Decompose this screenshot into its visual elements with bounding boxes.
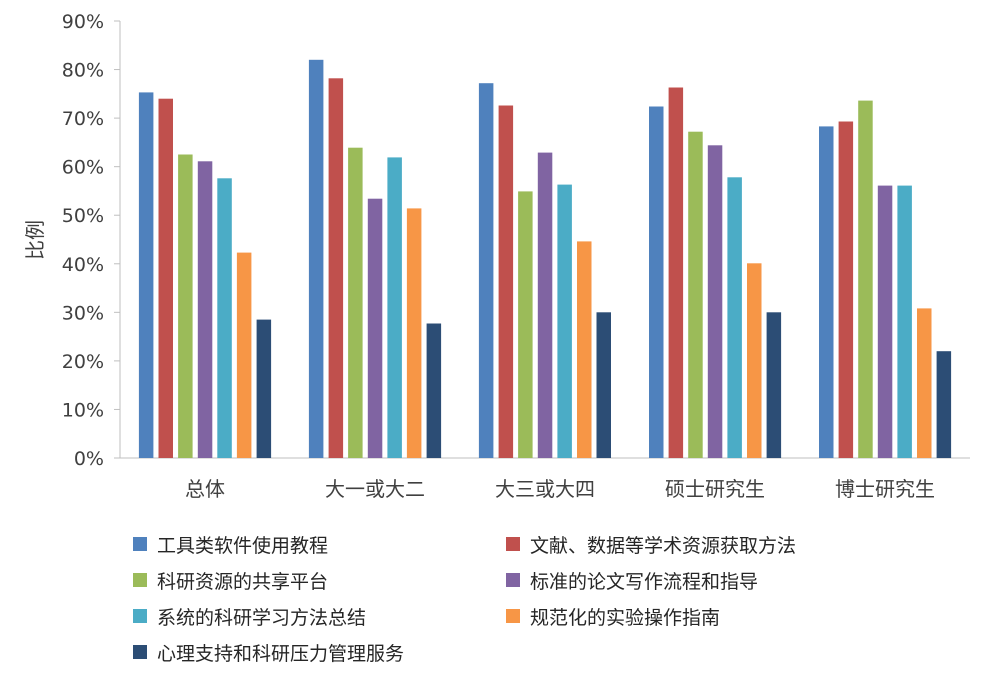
legend-swatch <box>506 537 520 551</box>
bar <box>819 126 834 459</box>
bar <box>649 106 664 458</box>
bars <box>138 59 952 459</box>
bar <box>406 208 422 458</box>
bar <box>367 198 383 458</box>
bar <box>256 319 272 458</box>
y-tick-label: 50% <box>62 205 104 227</box>
bar <box>537 152 553 458</box>
bar <box>707 145 723 459</box>
bar <box>577 241 592 458</box>
bar <box>917 308 932 458</box>
legend-item: 系统的科研学习方法总结 <box>133 602 366 630</box>
legend-item: 心理支持和科研压力管理服务 <box>133 638 404 666</box>
bar <box>688 131 703 458</box>
legend: 工具类软件使用教程 文献、数据等学术资源获取方法科研资源的共享平台 标准的论文写作流… <box>133 530 953 675</box>
y-tick-label: 30% <box>62 302 104 324</box>
bar <box>557 184 572 458</box>
x-tick-label: 大三或大四 <box>495 477 595 501</box>
legend-item: 工具类软件使用教程 <box>133 530 328 558</box>
legend-label: 心理支持和科研压力管理服务 <box>157 642 405 665</box>
bar <box>158 98 173 458</box>
legend-swatch <box>133 537 147 551</box>
y-tick-label: 0% <box>74 448 104 470</box>
y-ticks: 0% 10% 20% 30% 40% 50% 60% 70% 80% 90% <box>62 11 120 470</box>
bar <box>236 252 252 458</box>
y-tick-label: 20% <box>62 351 104 373</box>
legend-label: 工具类软件使用教程 <box>157 534 329 557</box>
legend-label: 文献、数据等学术资源获取方法 <box>530 534 797 557</box>
x-tick-label: 硕士研究生 <box>665 477 765 501</box>
bar <box>308 59 324 459</box>
legend-item: 规范化的实验操作指南 <box>506 602 720 630</box>
bar <box>387 157 402 458</box>
legend-item: 科研资源的共享平台 <box>133 566 328 594</box>
y-tick-label: 90% <box>62 11 104 33</box>
legend-label: 科研资源的共享平台 <box>157 570 329 593</box>
bar <box>178 154 193 458</box>
bar <box>328 78 344 459</box>
bar <box>518 191 533 458</box>
y-tick-label: 10% <box>62 399 104 421</box>
bar <box>838 121 854 458</box>
legend-item: 文献、数据等学术资源获取方法 <box>506 530 796 558</box>
bar <box>217 178 232 459</box>
bar <box>138 92 154 459</box>
y-axis-title: 比例 <box>23 220 47 260</box>
x-tick-label: 博士研究生 <box>835 477 935 501</box>
bar <box>596 312 611 458</box>
bar <box>877 185 893 458</box>
y-tick-label: 60% <box>62 157 104 179</box>
y-tick-label: 70% <box>62 108 104 130</box>
legend-swatch <box>506 573 520 587</box>
bar <box>668 87 684 458</box>
legend-label: 系统的科研学习方法总结 <box>157 606 367 629</box>
bar <box>498 105 514 458</box>
y-tick-label: 80% <box>62 60 104 82</box>
legend-swatch <box>133 645 147 659</box>
legend-swatch <box>133 609 147 623</box>
bar <box>197 161 213 459</box>
bar <box>747 263 762 458</box>
x-tick-label: 总体 <box>185 477 225 501</box>
bar <box>897 185 912 458</box>
bar <box>478 83 494 458</box>
bar <box>766 312 782 458</box>
legend-label: 标准的论文写作流程和指导 <box>530 570 759 593</box>
y-tick-label: 40% <box>62 254 104 276</box>
bar <box>348 147 363 458</box>
bar <box>936 351 952 458</box>
bar <box>727 177 742 459</box>
legend-swatch <box>133 573 147 587</box>
x-tick-label: 大一或大二 <box>325 477 425 501</box>
legend-swatch <box>506 609 520 623</box>
bar <box>858 100 873 458</box>
bar <box>426 323 442 458</box>
x-ticks: 总体 大一或大二 大三或大四 硕士研究生 博士研究生 <box>185 477 935 501</box>
legend-label: 规范化的实验操作指南 <box>530 606 721 629</box>
legend-item: 标准的论文写作流程和指导 <box>506 566 758 594</box>
